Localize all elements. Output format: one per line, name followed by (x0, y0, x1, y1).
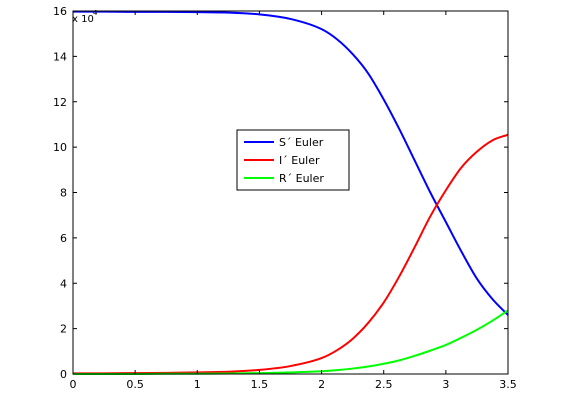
x-tick-label: 1.5 (251, 378, 269, 391)
x-tick-label: 3.5 (499, 378, 517, 391)
y-tick-label: 4 (60, 277, 67, 290)
x-tick-label: 1 (194, 378, 201, 391)
y-tick-label: 16 (53, 5, 67, 18)
x-tick-label: 0 (70, 378, 77, 391)
y-tick-label: 6 (60, 232, 67, 245)
plot-area (73, 11, 508, 374)
x-tick-label: 0.5 (126, 378, 144, 391)
y-tick-label: 12 (53, 96, 67, 109)
y-tick-label: 2 (60, 323, 67, 336)
y-multiplier-exponent: 4 (93, 9, 98, 17)
y-tick-label: 8 (60, 187, 67, 200)
axes-layer: 0 0.5 1 1.5 2 2.5 3 3.5 0 2 4 6 8 10 12 14 16 (53, 5, 517, 391)
y-tick-label: 10 (53, 141, 67, 154)
series-line-1 (73, 133, 509, 375)
y-tick-label: 14 (53, 50, 67, 63)
legend-label-0: S´ Euler (279, 136, 324, 149)
legend-label-1: I´ Euler (279, 154, 320, 167)
legend-label-2: R´ Euler (279, 172, 324, 185)
y-tick-label: 0 (60, 368, 67, 381)
legend: S´ Euler I´ Euler R´ Euler (236, 129, 350, 191)
series-line-0 (73, 10, 509, 316)
y-multiplier-label: x 10 (72, 14, 94, 25)
x-tick-label: 3 (442, 378, 449, 391)
x-tick-label: 2.5 (375, 378, 393, 391)
x-tick-label: 2 (318, 378, 325, 391)
